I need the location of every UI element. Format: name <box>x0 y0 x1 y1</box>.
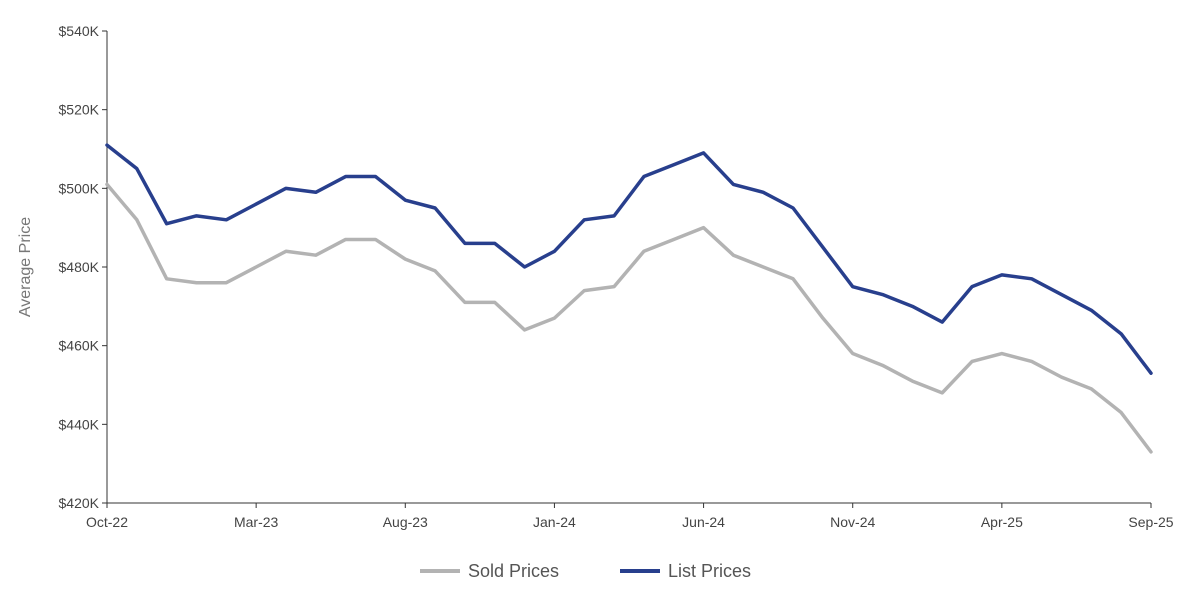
series-line-sold-prices <box>105 182 1153 454</box>
axes: $420K $440K $460K $480K $500K $520K $540K Oct-2… <box>17 23 1174 530</box>
x-tick-label: Nov-24 <box>830 514 875 530</box>
y-tick-label: $540K <box>59 23 100 39</box>
legend: Sold Prices List Prices <box>420 561 751 581</box>
y-tick-label: $480K <box>59 259 100 275</box>
legend-label-sold-prices: Sold Prices <box>468 561 559 581</box>
y-tick-label: $520K <box>59 102 100 118</box>
series-lines <box>105 143 1153 454</box>
y-tick-label: $460K <box>59 338 100 354</box>
x-tick-label: Mar-23 <box>234 514 279 530</box>
x-tick-label: Apr-25 <box>981 514 1023 530</box>
x-tick-label: Jun-24 <box>682 514 725 530</box>
x-tick-label: Aug-23 <box>383 514 428 530</box>
y-tick-label: $440K <box>59 416 100 432</box>
x-tick-label: Jan-24 <box>533 514 576 530</box>
y-tick-label: $500K <box>59 180 100 196</box>
y-tick-label: $420K <box>59 495 100 511</box>
series-line-list-prices <box>105 143 1153 375</box>
legend-label-list-prices: List Prices <box>668 561 751 581</box>
x-tick-label: Sep-25 <box>1128 514 1173 530</box>
y-axis-title: Average Price <box>17 217 34 317</box>
x-tick-label: Oct-22 <box>86 514 128 530</box>
